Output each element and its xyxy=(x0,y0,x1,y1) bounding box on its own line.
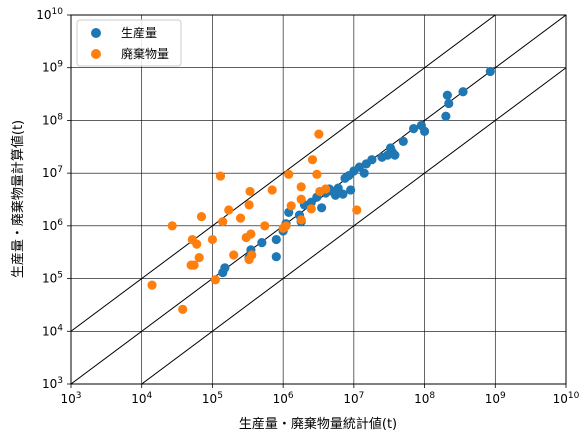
data-point-series-1 xyxy=(244,200,254,210)
data-point-series-0 xyxy=(444,98,454,109)
data-point-series-1 xyxy=(194,252,204,263)
data-point-series-1 xyxy=(260,221,270,231)
data-point-series-1 xyxy=(229,250,239,260)
data-point-series-0 xyxy=(338,189,348,199)
data-point-series-1 xyxy=(267,185,277,195)
x-tick-label: 104 xyxy=(131,391,152,406)
data-point-series-0 xyxy=(346,185,356,195)
data-point-series-1 xyxy=(296,215,306,225)
x-tick-label: 105 xyxy=(202,391,223,406)
data-point-series-1 xyxy=(189,260,199,270)
x-tick-label: 108 xyxy=(414,391,435,406)
data-point-series-1 xyxy=(281,221,291,231)
data-point-series-1 xyxy=(196,211,207,222)
data-point-series-1 xyxy=(314,129,324,139)
data-point-series-0 xyxy=(398,136,408,147)
legend-box xyxy=(76,19,182,67)
data-points xyxy=(147,66,495,315)
data-point-series-0 xyxy=(419,126,430,136)
data-point-series-1 xyxy=(321,184,331,194)
data-point-series-1 xyxy=(286,201,296,211)
x-tick-label: 1010 xyxy=(553,391,580,406)
data-point-series-1 xyxy=(306,204,316,214)
data-point-series-0 xyxy=(220,263,230,273)
data-point-series-1 xyxy=(178,304,188,315)
data-point-series-1 xyxy=(235,213,246,223)
data-point-series-1 xyxy=(247,250,257,260)
x-tick-label: 106 xyxy=(273,391,294,406)
y-tick-label: 109 xyxy=(42,60,63,75)
data-point-series-0 xyxy=(359,168,369,178)
data-point-series-1 xyxy=(192,239,202,249)
data-point-series-1 xyxy=(352,205,362,215)
data-point-series-0 xyxy=(458,87,468,97)
data-point-series-1 xyxy=(210,275,220,285)
data-point-series-0 xyxy=(367,155,377,165)
data-point-series-1 xyxy=(312,169,322,179)
x-axis-ticks: 103 104 105 106 107 108 109 1010 xyxy=(60,384,580,406)
data-point-series-1 xyxy=(224,205,234,215)
legend-label-waste: 廃棄物量 xyxy=(121,46,169,61)
data-point-series-0 xyxy=(390,150,400,160)
data-point-series-1 xyxy=(147,280,157,290)
legend-label-production: 生産量 xyxy=(121,25,157,40)
data-point-series-0 xyxy=(257,238,267,248)
data-point-series-1 xyxy=(246,229,256,239)
y-axis-label: 生産量・廃棄物量計算値(t) xyxy=(10,120,26,278)
y-tick-label: 103 xyxy=(42,376,63,391)
plot-frame xyxy=(70,14,567,385)
y-tick-label: 105 xyxy=(42,271,63,286)
data-point-series-0 xyxy=(442,90,452,100)
legend: 生産量 廃棄物量 xyxy=(76,19,182,67)
data-point-series-1 xyxy=(245,186,255,197)
y-tick-label: 104 xyxy=(42,323,63,338)
x-tick-label: 109 xyxy=(485,391,506,406)
legend-marker-waste xyxy=(91,49,101,59)
data-point-series-1 xyxy=(296,194,306,204)
y-tick-label: 108 xyxy=(42,112,63,127)
data-point-series-0 xyxy=(271,252,281,262)
data-point-series-1 xyxy=(296,182,306,192)
data-point-series-1 xyxy=(167,221,177,231)
data-point-series-0 xyxy=(409,123,419,134)
data-point-series-0 xyxy=(330,190,341,200)
data-point-series-1 xyxy=(218,217,228,227)
data-point-series-0 xyxy=(271,234,281,245)
y-tick-label: 107 xyxy=(42,165,63,180)
y-tick-label: 1010 xyxy=(36,7,63,22)
y-tick-label: 106 xyxy=(42,218,63,233)
data-point-series-1 xyxy=(284,169,294,179)
reference-line xyxy=(71,15,497,332)
data-point-series-0 xyxy=(317,203,327,213)
x-tick-label: 107 xyxy=(343,391,364,406)
x-tick-label: 103 xyxy=(60,391,81,406)
legend-marker-production xyxy=(91,28,101,38)
data-point-series-0 xyxy=(441,111,451,121)
x-axis-label: 生産量・廃棄物量統計値(t) xyxy=(239,416,397,432)
data-point-series-1 xyxy=(215,171,226,181)
y-axis-ticks: 103 104 105 106 107 108 109 1010 xyxy=(36,7,71,391)
data-point-series-0 xyxy=(485,66,495,77)
data-point-series-1 xyxy=(307,155,318,165)
data-point-series-1 xyxy=(207,234,218,245)
reference-line xyxy=(140,67,566,384)
